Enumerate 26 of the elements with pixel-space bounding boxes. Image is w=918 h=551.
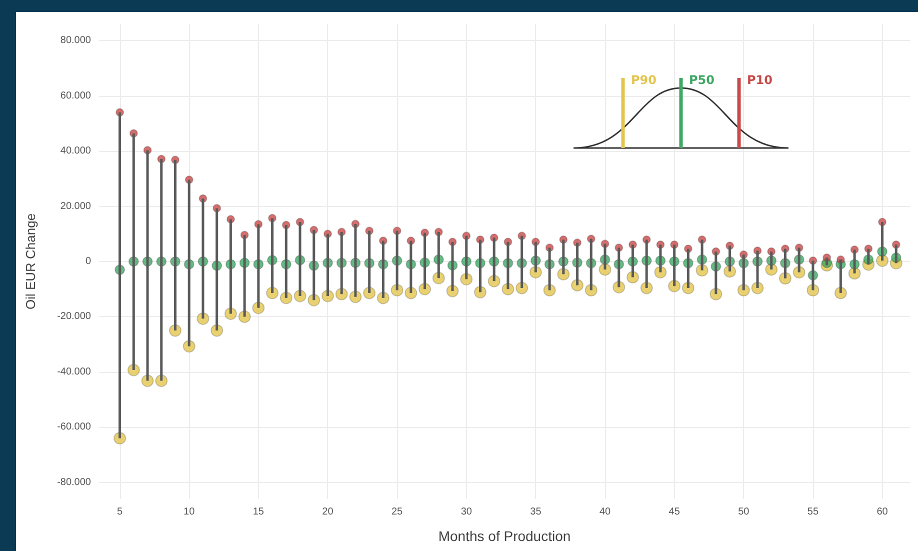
y-tick-label: 40.000 (60, 146, 92, 157)
y-tick-label: 20.000 (60, 200, 92, 212)
x-tick-label: 50 (738, 506, 750, 518)
x-tick-label: 5 (117, 506, 124, 518)
y-axis-title: Oil EUR Change (23, 213, 38, 310)
x-tick-label: 25 (391, 506, 404, 518)
y-tick-label: 80.000 (60, 35, 92, 46)
y-tick-label: -40.000 (57, 366, 92, 378)
x-tick-label: 30 (460, 506, 472, 518)
y-tick-label: 60.000 (60, 90, 92, 102)
text: P90 (631, 73, 656, 87)
y-tick-label: -80.000 (57, 476, 92, 488)
x-tick-label: 20 (322, 506, 334, 518)
x-tick-label: 10 (184, 506, 196, 518)
x-tick-label: 60 (876, 506, 888, 518)
x-tick-label: 15 (252, 506, 264, 518)
y-tick-label: 0 (85, 256, 92, 267)
x-tick-label: 55 (807, 506, 819, 518)
x-tick-label: 40 (599, 506, 612, 518)
y-tick-label: -60.000 (57, 422, 92, 433)
y-tick-label: -20.000 (57, 311, 92, 322)
x-axis-title: Months of Production (438, 528, 571, 544)
text: P50 (689, 73, 714, 87)
x-tick-label: 45 (668, 506, 680, 518)
x-tick-label: 35 (530, 506, 542, 518)
text: P10 (747, 73, 772, 87)
